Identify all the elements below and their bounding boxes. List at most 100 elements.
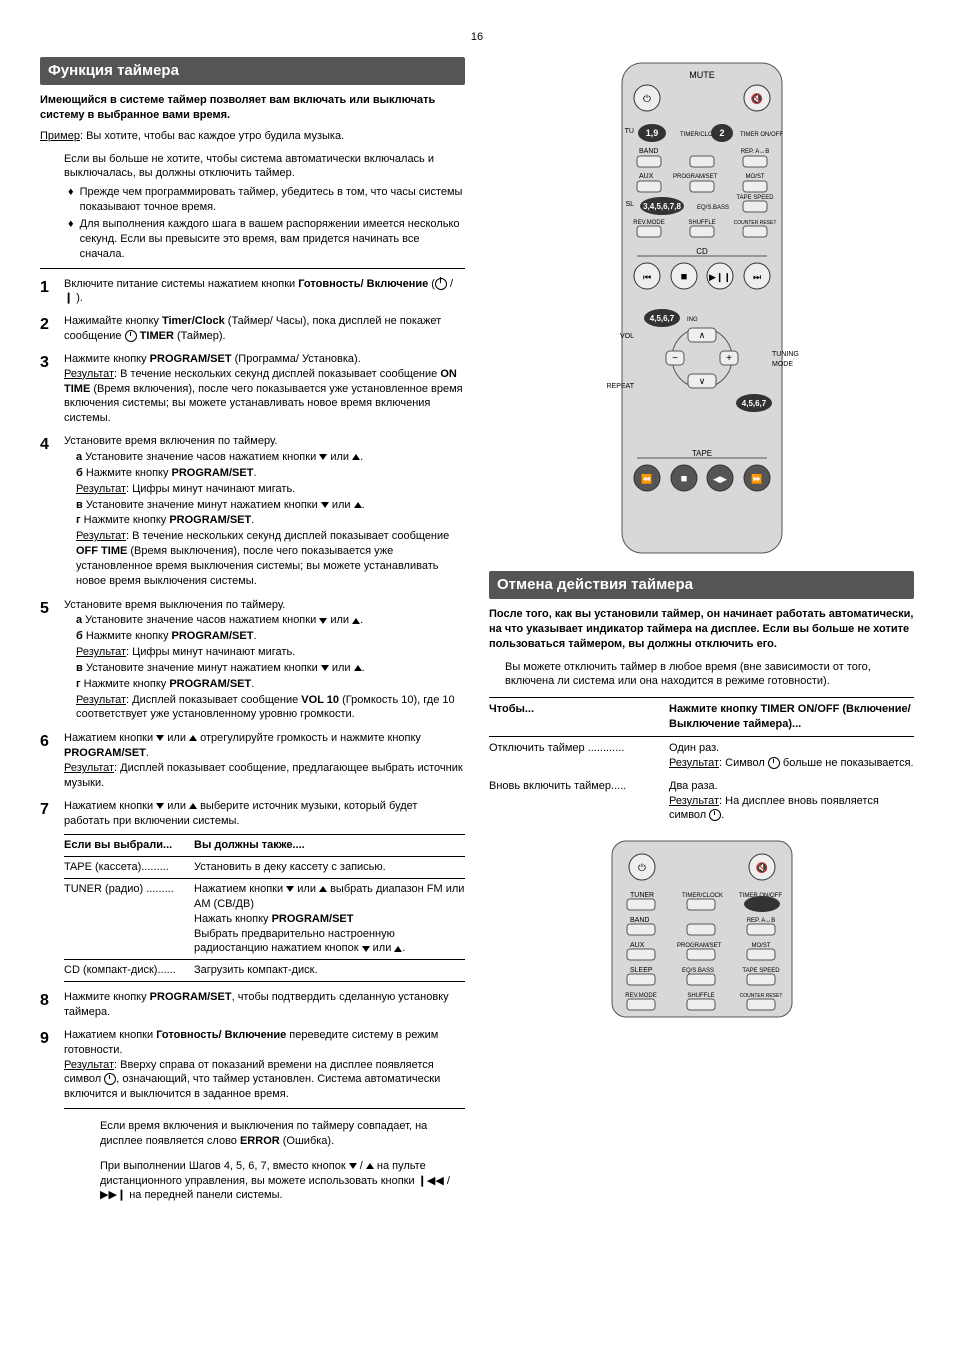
result-label: Результат (669, 757, 719, 769)
result-label: Результат (76, 646, 126, 658)
text: : Цифры минут начинают мигать. (126, 646, 295, 658)
svg-text:⏩: ⏩ (751, 473, 762, 484)
down-icon (156, 803, 164, 809)
text: : В течение нескольких секунд дисплей по… (114, 368, 440, 380)
text: больше не показывается. (780, 757, 914, 769)
text: Нажимайте кнопку (64, 315, 162, 327)
text-bold: PROGRAM/SET (150, 353, 232, 365)
section-title-cancel: Отмена действия таймера (489, 571, 914, 599)
text: Установите время выключения по таймеру. (64, 599, 285, 611)
text: или (370, 942, 395, 954)
text: Один раз. (669, 742, 719, 754)
intro-text: Имеющийся в системе таймер позволяет вам… (40, 93, 465, 123)
svg-text:🔇: 🔇 (750, 92, 762, 105)
svg-text:SHUFFLE: SHUFFLE (687, 993, 714, 999)
svg-text:■: ■ (680, 473, 687, 485)
table-cell: Отключить таймер ............ (489, 741, 669, 771)
footnote-1: Если время включения и выключения по тай… (100, 1119, 465, 1149)
up-icon (366, 1163, 374, 1169)
sub-letter: в (76, 662, 83, 674)
cancel-note: Вы можете отключить таймер в любое время… (505, 660, 914, 690)
svg-text:∨: ∨ (698, 376, 705, 386)
bullet-list: ♦Прежде чем программировать таймер, убед… (68, 185, 465, 261)
down-icon (349, 1163, 357, 1169)
text-bold: PROGRAM/SET (169, 514, 251, 526)
down-icon (156, 735, 164, 741)
step-number: 2 (40, 314, 64, 344)
text: Установите значение минут нажатием кнопк… (83, 662, 321, 674)
text: или (294, 883, 319, 895)
sub-letter: в (76, 499, 83, 511)
page-number: 16 (40, 30, 914, 45)
text: Установите значение часов нажатием кнопк… (82, 614, 319, 626)
step-1: 1 Включите питание системы нажатием кноп… (40, 277, 465, 307)
text: Нажатием кнопки (64, 732, 156, 744)
clock-icon (768, 757, 780, 769)
cancel-intro: После того, как вы установили таймер, он… (489, 607, 914, 652)
svg-text:MUTE: MUTE (689, 70, 715, 80)
svg-text:⏭: ⏭ (752, 272, 760, 282)
diamond-icon: ♦ (68, 185, 74, 215)
svg-text:SHUFFLE: SHUFFLE (688, 220, 715, 226)
svg-text:PROGRAM/SET: PROGRAM/SET (673, 174, 718, 180)
text-bold: PROGRAM/SET (172, 630, 254, 642)
left-column: Функция таймера Имеющийся в системе тайм… (40, 57, 465, 1203)
source-table: Если вы выбрали... Вы должны также.... T… (64, 834, 465, 982)
text: Нажатием кнопки (194, 883, 286, 895)
svg-text:MODE: MODE (772, 361, 793, 368)
svg-text:REV.MODE: REV.MODE (633, 220, 664, 226)
step-3: 3 Нажмите кнопку PROGRAM/SET (Программа/… (40, 352, 465, 426)
result-label: Результат (76, 530, 126, 542)
svg-text:−: − (672, 353, 678, 364)
table-cell: Вновь включить таймер..... (489, 779, 669, 824)
sub-letter: б (76, 467, 83, 479)
text: Нажмите кнопку (81, 678, 170, 690)
remote-diagram-large: ⏻ MUTE 🔇 TU 1,9 TIMER/CLOCK 2 TIMER ON/O… (489, 57, 914, 559)
text: (Время выключения), после чего показывае… (76, 545, 438, 587)
svg-text:BAND: BAND (639, 148, 658, 155)
text: или (327, 614, 352, 626)
svg-text:CD: CD (696, 247, 708, 256)
svg-text:1,9: 1,9 (645, 128, 658, 138)
svg-text:TIMER/CLOCK: TIMER/CLOCK (682, 893, 723, 899)
sub-letter: б (76, 630, 83, 642)
diamond-icon: ♦ (68, 217, 74, 262)
table-cell: CD (компакт-диск)...... (64, 963, 194, 978)
table-header: Вы должны также.... (194, 838, 465, 853)
text: Нажмите кнопку (64, 991, 150, 1003)
text: Установите значение минут нажатием кнопк… (83, 499, 321, 511)
svg-text:REP. A↔B: REP. A↔B (740, 149, 769, 155)
bullet-1: Прежде чем программировать таймер, убеди… (80, 185, 465, 215)
svg-text:VOL: VOL (619, 333, 633, 340)
text: / (357, 1160, 366, 1172)
svg-text:SLEEP: SLEEP (630, 967, 653, 974)
text: . (360, 451, 363, 463)
svg-text:REV.MODE: REV.MODE (625, 993, 656, 999)
up-icon (319, 886, 327, 892)
table-cell: Один раз. Результат: Символ больше не по… (669, 741, 914, 771)
text: Нажмите кнопку (83, 630, 172, 642)
text: или (164, 732, 189, 744)
remote-diagram-small: ⏻ 🔇 TUNER TIMER/CLOCK TIMER ON/OFF BAND … (489, 839, 914, 1024)
table-header: Если вы выбрали... (64, 838, 194, 853)
step-number: 5 (40, 598, 64, 724)
step-9: 9 Нажатием кнопки Готовность/ Включение … (40, 1028, 465, 1102)
svg-text:COUNTER RESET: COUNTER RESET (739, 993, 782, 999)
up-icon (189, 735, 197, 741)
text-bold: Timer/Clock (162, 315, 225, 327)
result-label: Результат (64, 368, 114, 380)
text: Нажмите кнопку (83, 467, 172, 479)
text: : Дисплей показывает сообщение, предлага… (64, 762, 463, 789)
svg-text:TU: TU (624, 128, 633, 135)
table-cell: TUNER (радио) ......... (64, 882, 194, 956)
text: Нажатием кнопки (64, 1029, 156, 1041)
example-text: : Вы хотите, чтобы вас каждое утро будил… (80, 130, 344, 142)
result-label: Результат (76, 483, 126, 495)
svg-text:MO/ST: MO/ST (745, 174, 764, 180)
power-icon (435, 278, 447, 290)
text: Нажатием кнопки (64, 800, 156, 812)
text-bold: PROGRAM/SET (172, 467, 254, 479)
svg-text:SL: SL (625, 201, 634, 208)
text: : Дисплей показывает сообщение (126, 694, 301, 706)
svg-text:TAPE: TAPE (691, 449, 711, 458)
